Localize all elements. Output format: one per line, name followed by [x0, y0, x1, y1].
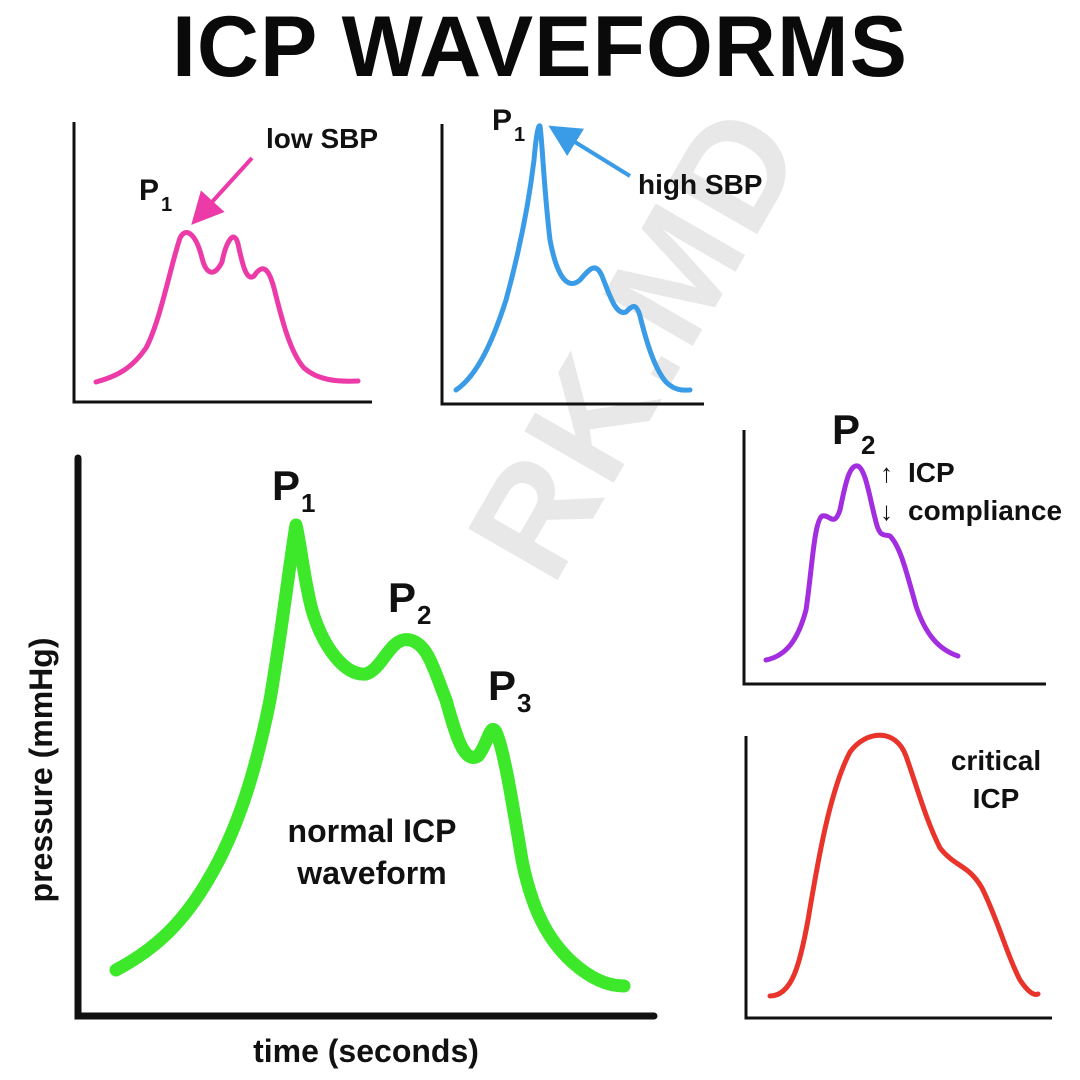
y-axis-label: pressure (mmHg) [23, 638, 59, 903]
label-normal-p1-sub: 1 [301, 488, 315, 518]
arrow-high-sbp [548, 125, 632, 178]
axes-critical [744, 736, 1052, 1020]
label-low-sbp: low SBP [266, 123, 378, 154]
arrow-up-icon: ↑ [880, 458, 893, 488]
waveform-critical [767, 732, 1041, 999]
label-normal-p2-sub: 2 [417, 600, 431, 630]
caption-normal-line1: normal ICP [288, 813, 457, 849]
label-compliance: compliance [908, 495, 1062, 526]
label-normal-p2: P [388, 574, 416, 621]
label-critical-line2: ICP [973, 783, 1020, 814]
panel-low-sbp: low SBP P 1 [72, 122, 378, 404]
arrow-down-icon: ↓ [880, 496, 893, 526]
panel-raised-icp: P 2 ↑ ICP ↓ compliance [742, 406, 1062, 686]
label-high-sbp: high SBP [638, 169, 762, 200]
page-title: ICP WAVEFORMS [171, 0, 909, 95]
axes-normal [74, 454, 658, 1020]
label-high-sbp-peak: P [492, 104, 512, 137]
waveform-normal [109, 518, 631, 993]
caption-normal-line2: waveform [296, 855, 446, 891]
label-low-sbp-peak: P [139, 174, 159, 207]
label-high-sbp-peak-sub: 1 [514, 124, 525, 146]
label-raised-icp: ICP [908, 457, 955, 488]
panel-high-sbp: high SBP P 1 [440, 104, 762, 406]
label-normal-p1: P [272, 462, 300, 509]
panel-normal: P 1 P 2 P 3 normal ICP waveform pressure… [23, 454, 658, 1069]
axes-high-sbp [440, 124, 704, 406]
label-critical-line1: critical [951, 745, 1041, 776]
label-normal-p3-sub: 3 [517, 688, 531, 718]
waveform-raised-icp [763, 463, 961, 663]
panel-critical: critical ICP [744, 732, 1052, 1020]
x-axis-label: time (seconds) [253, 1033, 479, 1069]
label-normal-p3: P [488, 662, 516, 709]
arrow-low-sbp [191, 156, 254, 225]
axes-low-sbp [72, 122, 372, 404]
label-raised-p2-sub: 2 [861, 430, 875, 460]
waveform-low-sbp [93, 230, 361, 385]
waveform-high-sbp [453, 123, 693, 393]
label-raised-p2: P [832, 406, 860, 453]
axes-raised-icp [742, 430, 1046, 686]
label-low-sbp-peak-sub: 1 [161, 194, 172, 216]
